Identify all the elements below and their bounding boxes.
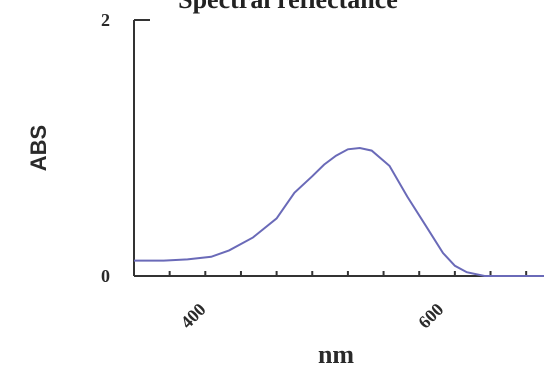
x-ticks (133, 271, 528, 276)
y-ticks: 02 (101, 10, 110, 286)
x-tick-label: 400 (177, 299, 210, 332)
x-tick-labels: 400 600 (177, 299, 448, 332)
x-tick-label: 600 (414, 299, 447, 332)
y-tick-label: 2 (101, 10, 110, 30)
chart-title: Spectral reflectance (178, 0, 398, 14)
y-tick-label: 0 (101, 266, 110, 286)
series-line (134, 146, 544, 277)
x-axis-label: nm (318, 340, 354, 365)
y-axis-label: ABS (26, 125, 51, 171)
